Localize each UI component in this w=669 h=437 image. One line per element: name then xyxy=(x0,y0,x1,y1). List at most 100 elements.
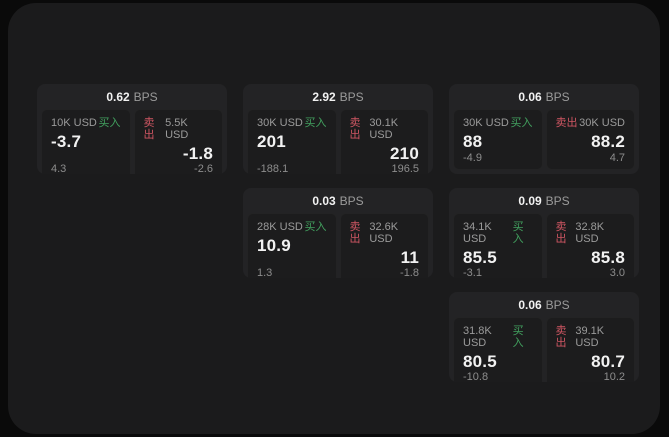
spread-value: 0.62 xyxy=(106,89,130,104)
buy-price: 85.5 xyxy=(463,248,497,267)
sell-side-label: 卖出 xyxy=(555,221,567,245)
quote-card: 0.03 BPS 28K USD 买入 10.9 1.3 卖出 32.6K US… xyxy=(243,188,433,278)
sell-size-label: 30K USD xyxy=(579,117,625,129)
buy-sub-value: 4.3 xyxy=(51,163,67,174)
sell-price: 85.8 xyxy=(591,248,625,267)
sell-side-label: 卖出 xyxy=(143,117,155,141)
sell-quote-tile[interactable]: 卖出 5.5K USD -1.8 -2.6 xyxy=(133,109,223,174)
sell-quote-tile[interactable]: 卖出 32.6K USD 11 -1.8 xyxy=(339,213,429,278)
buy-price: 88 xyxy=(463,132,483,151)
quote-tiles: 10K USD 买入 -3.7 4.3 卖出 5.5K USD -1.8 -2.… xyxy=(37,109,227,174)
quote-tiles: 28K USD 买入 10.9 1.3 卖出 32.6K USD 11 -1.8 xyxy=(243,213,433,278)
quote-card: 0.62 BPS 10K USD 买入 -3.7 4.3 卖出 5.5K USD… xyxy=(37,84,227,174)
buy-side-label: 买入 xyxy=(512,221,524,245)
sell-side-label: 卖出 xyxy=(555,325,567,349)
sell-sub-value: 4.7 xyxy=(609,152,625,164)
quote-card: 0.09 BPS 34.1K USD 买入 85.5 -3.1 卖出 32.8K… xyxy=(449,188,639,278)
sell-price: 80.7 xyxy=(591,352,625,371)
buy-side-label: 买入 xyxy=(512,325,524,349)
spread-value: 0.09 xyxy=(518,193,542,208)
buy-size-label: 31.8K USD xyxy=(463,325,492,349)
quote-tiles: 30K USD 买入 201 -188.1 卖出 30.1K USD 210 1… xyxy=(243,109,433,174)
buy-size-label: 10K USD xyxy=(51,117,97,129)
buy-quote-tile[interactable]: 10K USD 买入 -3.7 4.3 xyxy=(41,109,131,174)
buy-tile-header: 30K USD 买入 xyxy=(257,117,327,129)
bps-unit-label: BPS xyxy=(545,89,570,104)
sell-side-label: 卖出 xyxy=(349,221,361,245)
spread-header: 2.92 BPS xyxy=(243,84,433,109)
spread-value: 0.06 xyxy=(518,297,542,312)
sell-quote-tile[interactable]: 卖出 30.1K USD 210 196.5 xyxy=(339,109,429,174)
buy-quote-tile[interactable]: 31.8K USD 买入 80.5 -10.8 xyxy=(453,317,543,382)
buy-sub-value: -4.9 xyxy=(463,152,482,164)
buy-quote-tile[interactable]: 30K USD 买入 201 -188.1 xyxy=(247,109,337,174)
sell-quote-tile[interactable]: 卖出 39.1K USD 80.7 10.2 xyxy=(545,317,635,382)
buy-tile-header: 28K USD 买入 xyxy=(257,221,327,233)
buy-size-label: 28K USD xyxy=(257,221,303,233)
spread-value: 0.03 xyxy=(312,193,336,208)
buy-sub-value: -10.8 xyxy=(463,371,489,382)
sell-sub-value: 3.0 xyxy=(609,267,625,278)
quote-tiles: 31.8K USD 买入 80.5 -10.8 卖出 39.1K USD 80.… xyxy=(449,317,639,382)
buy-sub-value: 1.3 xyxy=(257,267,273,278)
spread-header: 0.06 BPS xyxy=(449,292,639,317)
sell-tile-header: 卖出 32.8K USD xyxy=(556,221,626,245)
sell-tile-header: 卖出 5.5K USD xyxy=(144,117,214,141)
spread-header: 0.09 BPS xyxy=(449,188,639,213)
buy-size-label: 34.1K USD xyxy=(463,221,492,245)
buy-side-label: 买入 xyxy=(98,117,121,129)
buy-quote-tile[interactable]: 28K USD 买入 10.9 1.3 xyxy=(247,213,337,278)
buy-side-label: 买入 xyxy=(304,221,327,233)
sell-tile-header: 卖出 30.1K USD xyxy=(350,117,420,141)
bps-unit-label: BPS xyxy=(545,297,570,312)
spread-header: 0.06 BPS xyxy=(449,84,639,109)
buy-tile-header: 31.8K USD 买入 xyxy=(463,325,533,349)
sell-sub-value: -1.8 xyxy=(400,267,419,278)
sell-price: 11 xyxy=(400,248,419,267)
buy-side-label: 买入 xyxy=(304,117,327,129)
bps-unit-label: BPS xyxy=(339,193,364,208)
bps-unit-label: BPS xyxy=(339,89,364,104)
buy-quote-tile[interactable]: 34.1K USD 买入 85.5 -3.1 xyxy=(453,213,543,278)
buy-size-label: 30K USD xyxy=(257,117,303,129)
sell-price: 210 xyxy=(390,144,419,163)
buy-tile-header: 10K USD 买入 xyxy=(51,117,121,129)
buy-price: 80.5 xyxy=(463,352,497,371)
bps-unit-label: BPS xyxy=(133,89,158,104)
sell-price: -1.8 xyxy=(182,144,213,163)
buy-sub-value: -188.1 xyxy=(257,163,289,174)
sell-price: 88.2 xyxy=(591,132,625,151)
sell-tile-header: 卖出 39.1K USD xyxy=(556,325,626,349)
sell-tile-header: 卖出 30K USD xyxy=(556,117,626,129)
buy-price: 10.9 xyxy=(257,236,291,255)
spread-header: 0.62 BPS xyxy=(37,84,227,109)
quote-card: 2.92 BPS 30K USD 买入 201 -188.1 卖出 30.1K … xyxy=(243,84,433,174)
spread-value: 2.92 xyxy=(312,89,336,104)
buy-quote-tile[interactable]: 30K USD 买入 88 -4.9 xyxy=(453,109,543,170)
sell-size-label: 30.1K USD xyxy=(369,117,399,141)
quote-cards-grid: 0.62 BPS 10K USD 买入 -3.7 4.3 卖出 5.5K USD… xyxy=(37,84,639,382)
sell-quote-tile[interactable]: 卖出 30K USD 88.2 4.7 xyxy=(545,109,635,170)
buy-price: 201 xyxy=(257,132,286,151)
quote-board-panel: 0.62 BPS 10K USD 买入 -3.7 4.3 卖出 5.5K USD… xyxy=(8,3,660,434)
sell-sub-value: 10.2 xyxy=(603,371,625,382)
quote-card: 0.06 BPS 31.8K USD 买入 80.5 -10.8 卖出 39.1… xyxy=(449,292,639,382)
buy-price: -3.7 xyxy=(51,132,82,151)
spread-value: 0.06 xyxy=(518,89,542,104)
sell-size-label: 32.8K USD xyxy=(575,221,605,245)
sell-quote-tile[interactable]: 卖出 32.8K USD 85.8 3.0 xyxy=(545,213,635,278)
quote-tiles: 34.1K USD 买入 85.5 -3.1 卖出 32.8K USD 85.8… xyxy=(449,213,639,278)
sell-size-label: 39.1K USD xyxy=(575,325,605,349)
sell-tile-header: 卖出 32.6K USD xyxy=(350,221,420,245)
buy-side-label: 买入 xyxy=(510,117,533,129)
sell-sub-value: -2.6 xyxy=(194,163,213,174)
quote-card: 0.06 BPS 30K USD 买入 88 -4.9 卖出 30K USD 8… xyxy=(449,84,639,174)
buy-tile-header: 34.1K USD 买入 xyxy=(463,221,533,245)
buy-tile-header: 30K USD 买入 xyxy=(463,117,533,129)
buy-size-label: 30K USD xyxy=(463,117,509,129)
sell-side-label: 卖出 xyxy=(555,117,578,129)
sell-side-label: 卖出 xyxy=(349,117,361,141)
spread-header: 0.03 BPS xyxy=(243,188,433,213)
quote-tiles: 30K USD 买入 88 -4.9 卖出 30K USD 88.2 4.7 xyxy=(449,109,639,174)
buy-sub-value: -3.1 xyxy=(463,267,482,278)
